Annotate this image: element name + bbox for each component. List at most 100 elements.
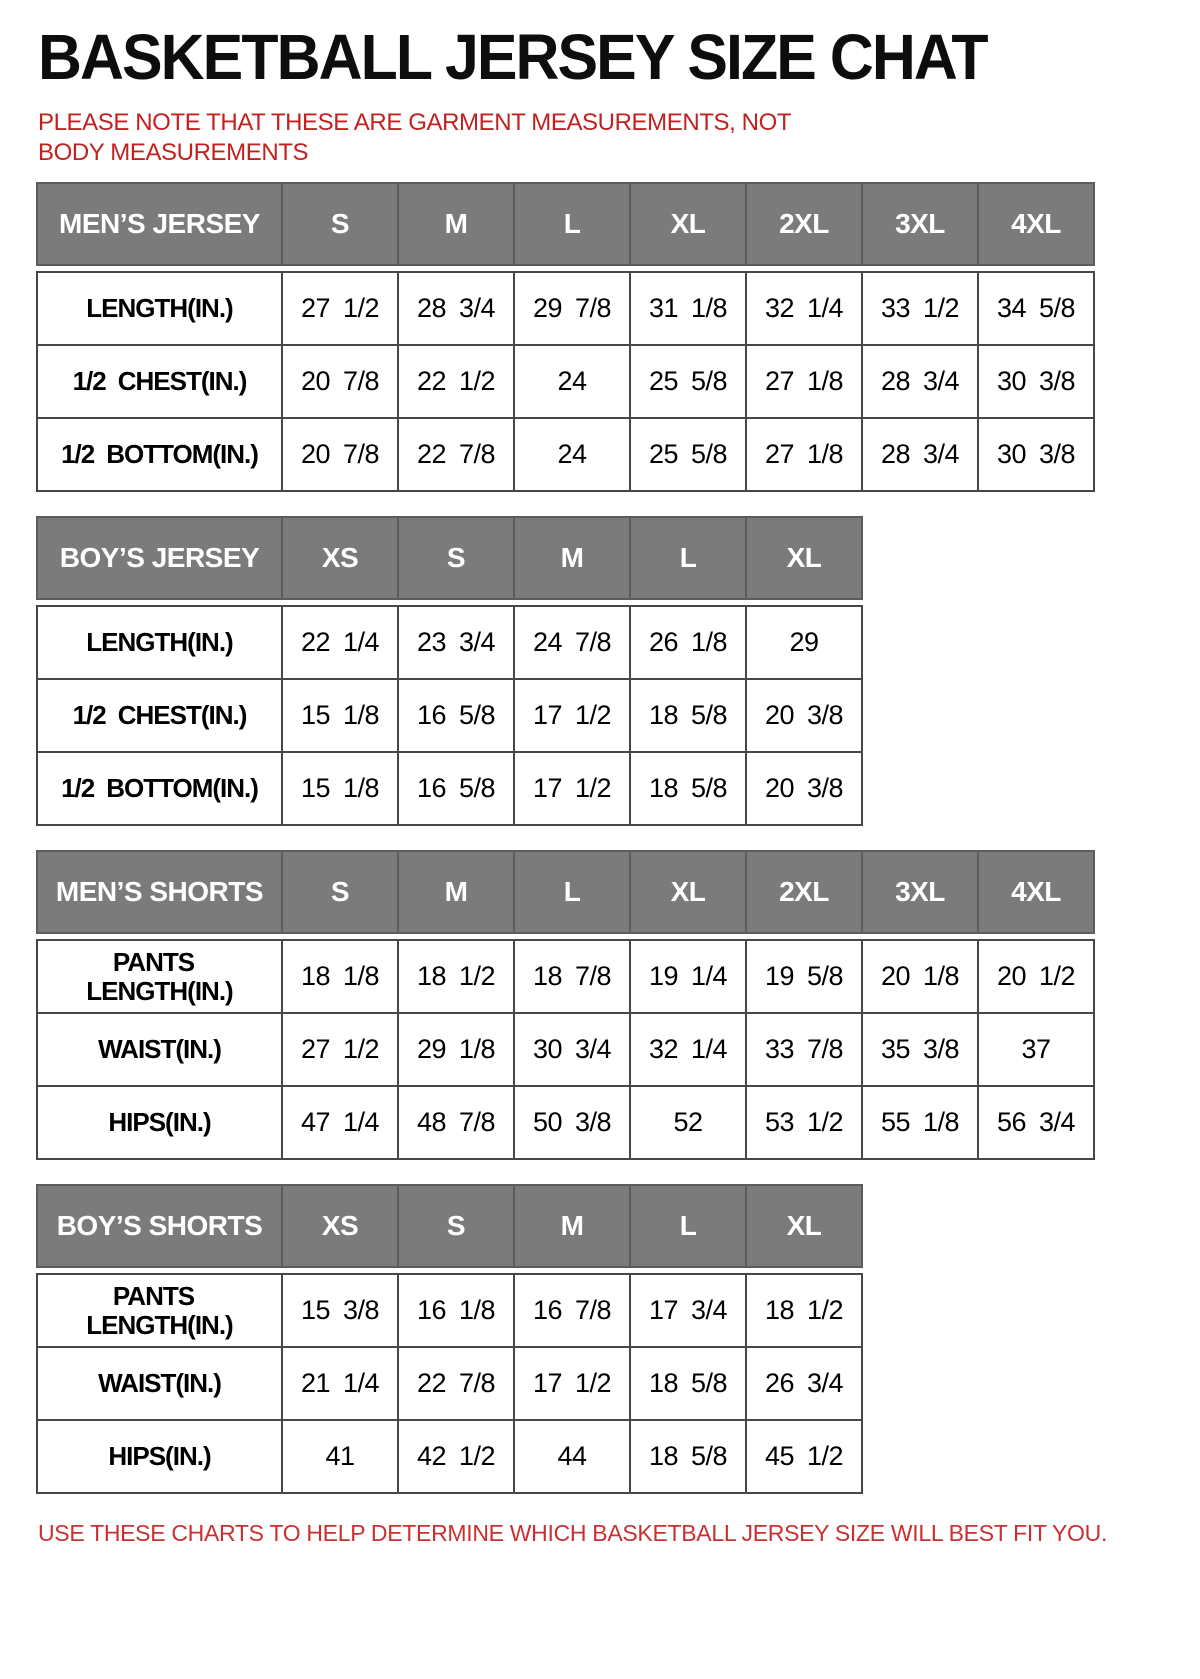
- row-label-cell: HIPS(IN.): [36, 1419, 283, 1494]
- size-chart-page: BASKETBALL JERSEY SIZE CHAT PLEASE NOTE …: [36, 21, 1200, 1546]
- value-cell: 20 3/8: [745, 751, 863, 826]
- table-body-boy-s-jersey: LENGTH(IN.) 22 1/4 23 3/4 24 7/8 26 1/8 29 1/2…: [36, 605, 863, 826]
- value-cell: 37: [977, 1012, 1095, 1087]
- value-cell: 29 7/8: [513, 271, 631, 346]
- row-label-cell: WAIST(IN.): [36, 1346, 283, 1421]
- table-header-boy-s-jersey: BOY’S JERSEY XS S M L XL: [36, 516, 863, 600]
- size-header-cell: 4XL: [977, 850, 1095, 934]
- size-header-cell: L: [513, 850, 631, 934]
- value-cell: 56 3/4: [977, 1085, 1095, 1160]
- value-cell: 27 1/2: [281, 1012, 399, 1087]
- value-cell: 48 7/8: [397, 1085, 515, 1160]
- row-label-cell: LENGTH(IN.): [36, 605, 283, 680]
- row-label-cell: HIPS(IN.): [36, 1085, 283, 1160]
- value-cell: 19 1/4: [629, 939, 747, 1014]
- table-row: PANTS LENGTH(IN.) 18 1/8 18 1/2 18 7/8 19 1/…: [36, 939, 1095, 1014]
- row-label-cell: 1/2 CHEST(IN.): [36, 344, 283, 419]
- value-cell: 20 1/2: [977, 939, 1095, 1014]
- size-header-cell: XL: [629, 182, 747, 266]
- size-header-cell: S: [397, 1184, 515, 1268]
- value-cell: 27 1/8: [745, 344, 863, 419]
- value-cell: 25 5/8: [629, 344, 747, 419]
- table-row: 1/2 BOTTOM(IN.) 15 1/8 16 5/8 17 1/2 18 5/8 2…: [36, 751, 863, 826]
- value-cell: 22 1/4: [281, 605, 399, 680]
- value-cell: 15 3/8: [281, 1273, 399, 1348]
- value-cell: 30 3/4: [513, 1012, 631, 1087]
- value-cell: 20 7/8: [281, 417, 399, 492]
- value-cell: 18 1/2: [397, 939, 515, 1014]
- size-header-cell: 2XL: [745, 182, 863, 266]
- value-cell: 30 3/8: [977, 417, 1095, 492]
- table-body-boy-s-shorts: PANTS LENGTH(IN.) 15 3/8 16 1/8 16 7/8 17 3/…: [36, 1273, 863, 1494]
- value-cell: 34 5/8: [977, 271, 1095, 346]
- row-label-cell: WAIST(IN.): [36, 1012, 283, 1087]
- value-cell: 18 7/8: [513, 939, 631, 1014]
- value-cell: 16 5/8: [397, 678, 515, 753]
- value-cell: 23 3/4: [397, 605, 515, 680]
- table-row: HIPS(IN.) 41 42 1/2 44 18 5/8 45 1/2: [36, 1419, 863, 1494]
- value-cell: 29: [745, 605, 863, 680]
- table-row: 1/2 CHEST(IN.) 20 7/8 22 1/2 24 25 5/8 27 1/8…: [36, 344, 1095, 419]
- value-cell: 24: [513, 417, 631, 492]
- footer-text: USE THESE CHARTS TO HELP DETERMINE WHICH…: [38, 1520, 1108, 1546]
- table-title-cell: MEN’S JERSEY: [36, 182, 283, 266]
- value-cell: 41: [281, 1419, 399, 1494]
- value-cell: 17 1/2: [513, 751, 631, 826]
- value-cell: 44: [513, 1419, 631, 1494]
- value-cell: 55 1/8: [861, 1085, 979, 1160]
- value-cell: 18 5/8: [629, 1346, 747, 1421]
- value-cell: 22 7/8: [397, 1346, 515, 1421]
- size-header-cell: XL: [629, 850, 747, 934]
- size-table-men-s-jersey: MEN’S JERSEY S M L XL 2XL 3XL 4XL LENGTH(IN.) 27 …: [36, 182, 1200, 492]
- value-cell: 26 3/4: [745, 1346, 863, 1421]
- value-cell: 35 3/8: [861, 1012, 979, 1087]
- table-header-boy-s-shorts: BOY’S SHORTS XS S M L XL: [36, 1184, 863, 1268]
- value-cell: 42 1/2: [397, 1419, 515, 1494]
- value-cell: 32 1/4: [629, 1012, 747, 1087]
- table-title-cell: BOY’S SHORTS: [36, 1184, 283, 1268]
- value-cell: 27 1/8: [745, 417, 863, 492]
- table-header-men-s-shorts: MEN’S SHORTS S M L XL 2XL 3XL 4XL: [36, 850, 1095, 934]
- value-cell: 20 7/8: [281, 344, 399, 419]
- value-cell: 24: [513, 344, 631, 419]
- value-cell: 30 3/8: [977, 344, 1095, 419]
- value-cell: 28 3/4: [397, 271, 515, 346]
- table-row: WAIST(IN.) 21 1/4 22 7/8 17 1/2 18 5/8 26 3/4: [36, 1346, 863, 1421]
- size-header-cell: L: [513, 182, 631, 266]
- value-cell: 28 3/4: [861, 417, 979, 492]
- table-title-cell: MEN’S SHORTS: [36, 850, 283, 934]
- value-cell: 25 5/8: [629, 417, 747, 492]
- table-row: PANTS LENGTH(IN.) 15 3/8 16 1/8 16 7/8 17 3/…: [36, 1273, 863, 1348]
- page-title: BASKETBALL JERSEY SIZE CHAT: [38, 21, 989, 93]
- row-label-cell: 1/2 BOTTOM(IN.): [36, 751, 283, 826]
- size-table-boy-s-jersey: BOY’S JERSEY XS S M L XL LENGTH(IN.) 22 1/4 23 3…: [36, 516, 1200, 826]
- value-cell: 28 3/4: [861, 344, 979, 419]
- size-header-cell: XL: [745, 1184, 863, 1268]
- value-cell: 45 1/2: [745, 1419, 863, 1494]
- table-body-men-s-jersey: LENGTH(IN.) 27 1/2 28 3/4 29 7/8 31 1/8 32 1/…: [36, 271, 1095, 492]
- value-cell: 22 1/2: [397, 344, 515, 419]
- size-header-cell: XS: [281, 1184, 399, 1268]
- value-cell: 22 7/8: [397, 417, 515, 492]
- row-label-cell: 1/2 CHEST(IN.): [36, 678, 283, 753]
- table-row: 1/2 CHEST(IN.) 15 1/8 16 5/8 17 1/2 18 5/8 20…: [36, 678, 863, 753]
- value-cell: 15 1/8: [281, 678, 399, 753]
- value-cell: 19 5/8: [745, 939, 863, 1014]
- row-label-cell: 1/2 BOTTOM(IN.): [36, 417, 283, 492]
- size-header-cell: S: [281, 850, 399, 934]
- value-cell: 20 1/8: [861, 939, 979, 1014]
- value-cell: 21 1/4: [281, 1346, 399, 1421]
- garment-note-text: PLEASE NOTE THAT THESE ARE GARMENT MEASU…: [38, 109, 791, 166]
- size-header-cell: 3XL: [861, 850, 979, 934]
- value-cell: 18 1/2: [745, 1273, 863, 1348]
- size-header-cell: L: [629, 1184, 747, 1268]
- table-row: LENGTH(IN.) 27 1/2 28 3/4 29 7/8 31 1/8 32 1/…: [36, 271, 1095, 346]
- value-cell: 33 1/2: [861, 271, 979, 346]
- value-cell: 32 1/4: [745, 271, 863, 346]
- value-cell: 17 3/4: [629, 1273, 747, 1348]
- value-cell: 17 1/2: [513, 678, 631, 753]
- value-cell: 18 1/8: [281, 939, 399, 1014]
- value-cell: 47 1/4: [281, 1085, 399, 1160]
- row-label-cell: LENGTH(IN.): [36, 271, 283, 346]
- value-cell: 16 7/8: [513, 1273, 631, 1348]
